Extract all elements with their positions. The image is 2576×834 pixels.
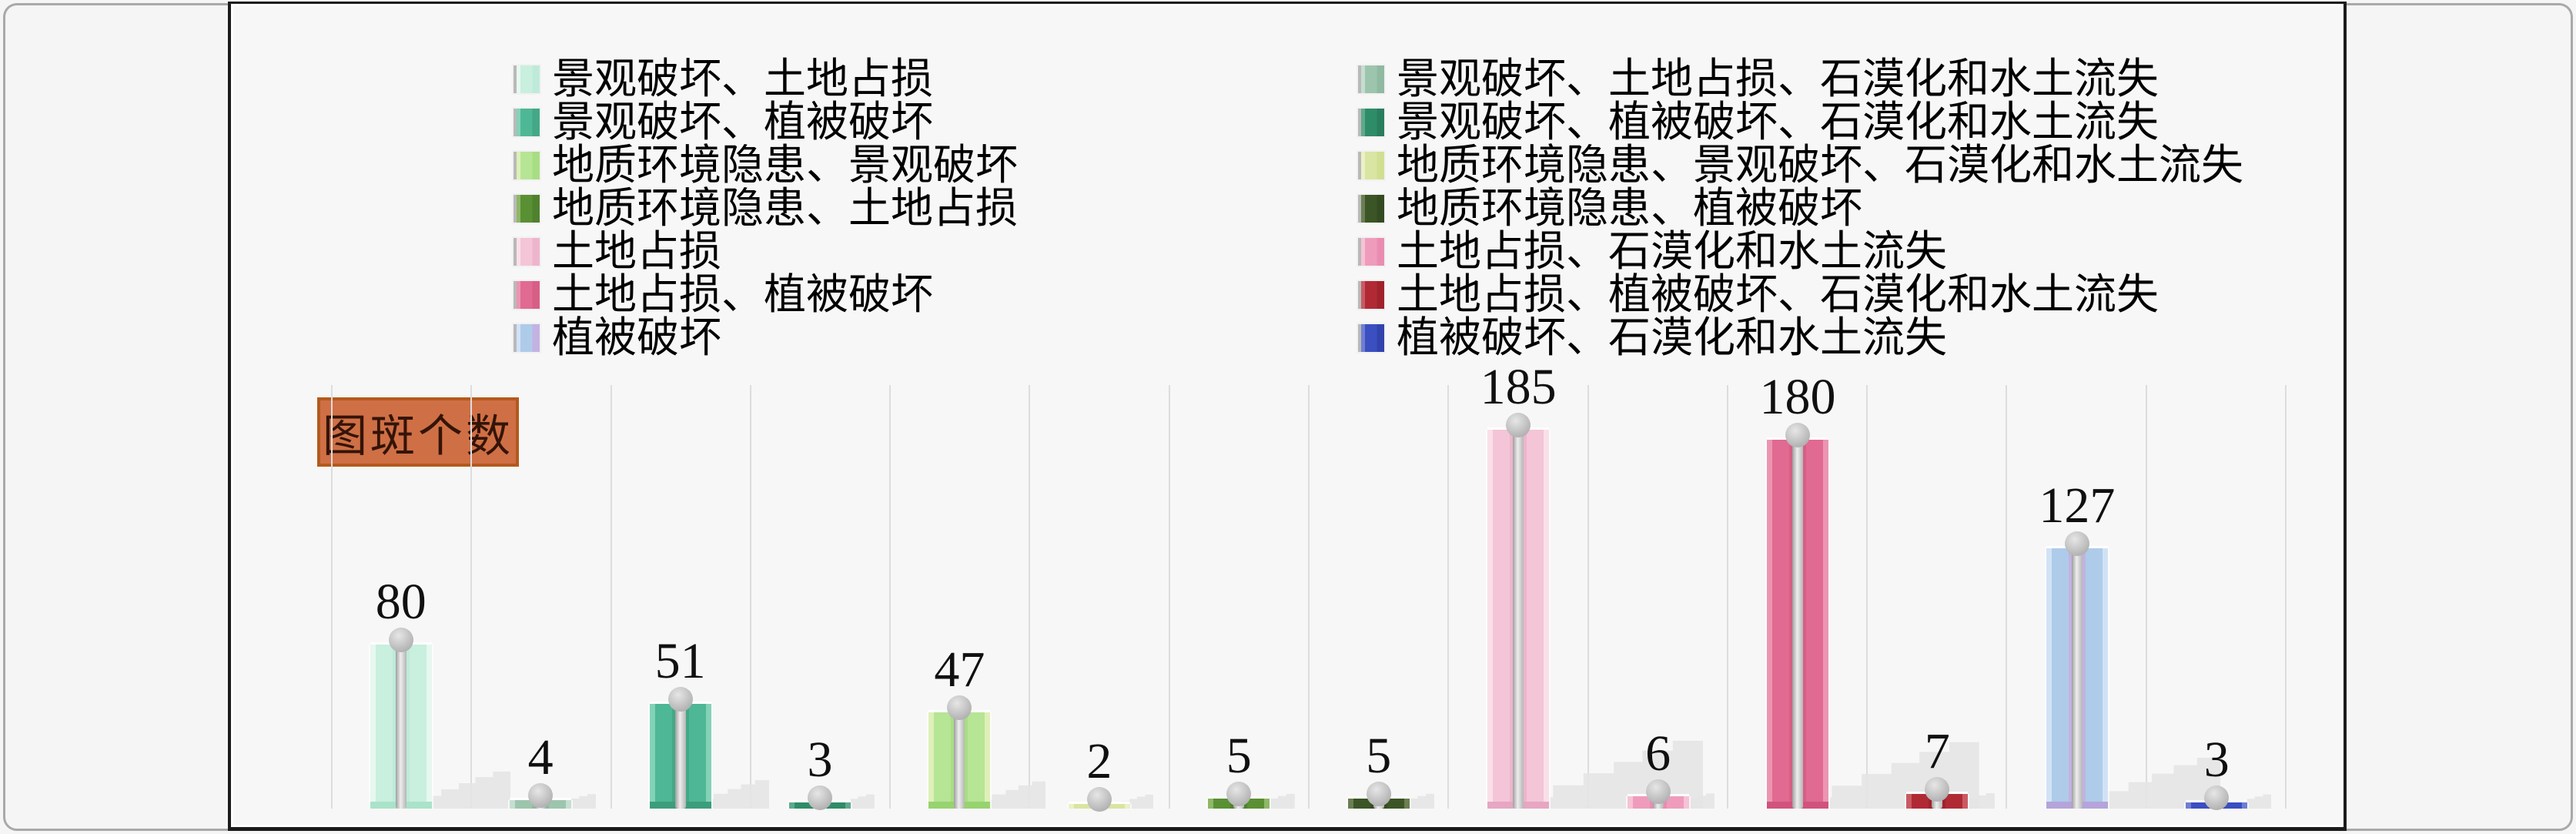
legend-row: 地质环境隐患、植被破坏 <box>1357 185 2243 232</box>
legend-swatch <box>512 236 541 267</box>
bar-value-label: 5 <box>1226 728 1252 784</box>
bar-value-label: 6 <box>1645 725 1671 782</box>
bar-cap-ball <box>388 628 413 652</box>
legend-swatch <box>512 193 541 224</box>
legend-swatch <box>512 280 541 310</box>
legend-swatch <box>1357 107 1386 138</box>
legend-row: 土地占损、石漠化和水土流失 <box>1357 228 2243 275</box>
bar-value-label: 51 <box>654 633 706 689</box>
legend-row: 景观破坏、土地占损 <box>512 55 1018 102</box>
gridline-slot <box>1029 385 1168 809</box>
legend-swatch <box>512 150 541 181</box>
bar-center-rod <box>954 714 965 809</box>
legend-label: 土地占损、植被破坏、石漠化和水土流失 <box>1397 271 2159 318</box>
gridline-slot <box>2145 385 2287 809</box>
gridline-slot <box>470 385 610 809</box>
legend-label: 土地占损、植被破坏 <box>552 271 934 318</box>
bar-value-label: 3 <box>2203 732 2230 788</box>
legend-swatch <box>512 64 541 95</box>
legend-label: 植被破坏、石漠化和水土流失 <box>1397 314 1948 361</box>
bar-center-rod <box>1792 441 1803 809</box>
bar-cap-ball <box>947 695 972 720</box>
bar-value-label: 180 <box>1759 369 1836 425</box>
bar-cap-ball <box>667 687 693 712</box>
legend-label: 景观破坏、植被破坏 <box>552 99 934 146</box>
bar-center-rod <box>1513 431 1524 809</box>
legend-row: 植被破坏 <box>512 314 1018 361</box>
legend-row: 景观破坏、土地占损、石漠化和水土流失 <box>1357 55 2243 102</box>
legend-row: 景观破坏、植被破坏、石漠化和水土流失 <box>1357 99 2243 146</box>
chart-frame: 景观破坏、土地占损 景观破坏、植被破坏 地质环境隐患、景观破坏 地质环境隐患、土地占损… <box>228 2 2347 831</box>
legend-swatch <box>1357 64 1386 95</box>
bar-cap-ball <box>528 783 554 808</box>
gridline-slot <box>889 385 1029 809</box>
gridline-slot <box>1866 385 2006 809</box>
y-axis-unit-label: 图斑个数 <box>322 411 514 461</box>
legend-label: 地质环境隐患、景观破坏、石漠化和水土流失 <box>1397 142 2244 189</box>
bar-value-label: 185 <box>1480 359 1557 415</box>
bar-cap-ball <box>808 785 832 810</box>
gridline-slot <box>1307 385 1447 809</box>
gridline-slot <box>1726 385 1866 809</box>
bar-cap-ball <box>1226 782 1252 806</box>
bar-value-label: 47 <box>934 641 985 698</box>
bar-cap-ball <box>1645 779 1671 804</box>
bar-cap-ball <box>1925 777 1950 802</box>
legend-row: 土地占损 <box>512 228 1018 275</box>
bar-cap-ball <box>1785 423 1810 447</box>
bar-cap-ball <box>1366 782 1391 806</box>
y-axis-unit-label-box: 图斑个数 <box>317 397 519 467</box>
bar-center-rod <box>2071 550 2083 809</box>
bar-value-label: 2 <box>1086 733 1112 789</box>
bar-cap-ball <box>1506 413 1531 437</box>
bar-value-label: 4 <box>527 729 554 785</box>
legend-label: 地质环境隐患、景观破坏 <box>552 142 1019 189</box>
legend-row: 地质环境隐患、景观破坏 <box>512 142 1019 189</box>
legend-swatch <box>512 323 541 353</box>
bar-cap-ball <box>2064 531 2089 556</box>
bar-center-rod <box>395 646 406 809</box>
legend-label: 植被破坏 <box>552 314 722 361</box>
legend-label: 土地占损、石漠化和水土流失 <box>1397 228 1948 275</box>
legend-column-left: 景观破坏、土地占损 景观破坏、植被破坏 地质环境隐患、景观破坏 地质环境隐患、土地占损… <box>512 55 1019 361</box>
gridline-slot <box>1168 385 1308 809</box>
legend-row: 土地占损、植被破坏、石漠化和水土流失 <box>1357 271 2243 318</box>
legend-swatch <box>1357 150 1386 181</box>
bar-value-label: 5 <box>1366 728 1392 784</box>
legend-row: 植被破坏、石漠化和水土流失 <box>1357 314 2243 361</box>
bar-value-label: 80 <box>375 574 427 630</box>
legend-column-right: 景观破坏、土地占损、石漠化和水土流失 景观破坏、植被破坏、石漠化和水土流失 地质环境… <box>1357 55 2244 361</box>
legend-row: 地质环境隐患、景观破坏、石漠化和水土流失 <box>1357 142 2244 189</box>
bar-value-label: 127 <box>2039 477 2116 534</box>
bar-center-rod <box>674 705 686 809</box>
legend-swatch <box>1357 280 1386 310</box>
legend-row: 景观破坏、植被破坏 <box>512 99 1018 146</box>
bar-cap-ball <box>1086 787 1112 812</box>
legend-swatch <box>1357 236 1386 267</box>
gridline-slot <box>331 385 470 809</box>
gridline-slot <box>610 385 750 809</box>
gridline-slot <box>749 385 889 809</box>
plot-area: 80 4 51 3 47 2 5 5 185 6 180 7 127 3 <box>331 362 2287 812</box>
legend-swatch <box>512 107 541 138</box>
legend-label: 景观破坏、土地占损 <box>552 55 934 102</box>
gridline-slot <box>1587 385 1727 809</box>
legend-label: 景观破坏、植被破坏、石漠化和水土流失 <box>1397 99 2159 146</box>
legend-label: 土地占损 <box>552 228 722 275</box>
legend-swatch <box>1357 323 1386 353</box>
legend-row: 地质环境隐患、土地占损 <box>512 185 1019 232</box>
legend-row: 土地占损、植被破坏 <box>512 271 1018 318</box>
gridline-slot <box>2006 385 2145 809</box>
legend-label: 地质环境隐患、植被破坏 <box>1397 185 1863 232</box>
legend-label: 景观破坏、土地占损、石漠化和水土流失 <box>1397 55 2159 102</box>
legend-label: 地质环境隐患、土地占损 <box>552 185 1019 232</box>
gridline-slot <box>1447 385 1587 809</box>
gridline-slots <box>331 385 2287 809</box>
bar-value-label: 3 <box>807 732 833 788</box>
bar-cap-ball <box>2204 785 2230 810</box>
legend-swatch <box>1357 193 1386 224</box>
bar-value-label: 7 <box>1924 723 1950 779</box>
